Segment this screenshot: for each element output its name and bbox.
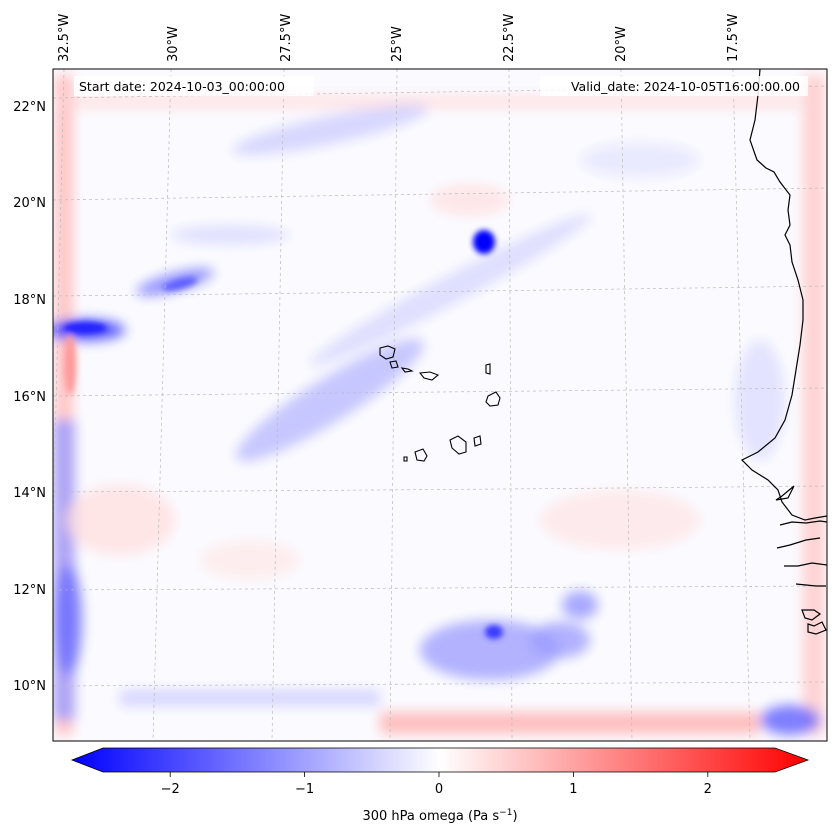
map-panel: [53, 69, 827, 741]
lat-label-20n: 20°N: [13, 196, 46, 211]
lat-label-12n: 12°N: [13, 583, 46, 598]
omega-field: [53, 75, 825, 735]
start-date-label: Start date: 2024-10-03_00:00:00: [79, 79, 285, 94]
lat-label-10n: 10°N: [13, 679, 46, 694]
lon-label-27-5w: 27.5°W: [279, 14, 294, 62]
lon-label-25w: 25°W: [390, 26, 405, 62]
colorbar-tick-label: 0: [435, 782, 443, 797]
colorbar: −2 −1 0 1 2 300 hPa omega (Pa s−1): [70, 747, 810, 824]
cape-verde-islands: [379, 345, 501, 462]
graticule: [53, 69, 827, 741]
colorbar-label: 300 hPa omega (Pa s−1): [362, 808, 517, 824]
lon-label-30w: 30°W: [166, 26, 181, 62]
colorbar-tick-label: 2: [704, 782, 712, 797]
lon-label-32-5w: 32.5°W: [57, 14, 72, 62]
lon-label-17-5w: 17.5°W: [726, 14, 741, 62]
colorbar-ticks: −2 −1 0 1 2: [161, 772, 712, 797]
colorbar-tick-label: −2: [161, 782, 180, 797]
longitude-labels: 32.5°W 30°W 27.5°W 25°W 22.5°W 20°W 17.5…: [57, 14, 741, 62]
lat-label-16n: 16°N: [13, 390, 46, 405]
lon-label-20w: 20°W: [614, 26, 629, 62]
lat-label-14n: 14°N: [13, 486, 46, 501]
map-frame: [52, 68, 828, 742]
valid-date-label: Valid_date: 2024-10-05T16:00:00.00: [571, 79, 800, 94]
lat-label-18n: 18°N: [13, 293, 46, 308]
omega-core-features: [63, 230, 503, 639]
lat-label-22n: 22°N: [13, 100, 46, 115]
colorbar-tick-label: 1: [569, 782, 577, 797]
latitude-labels: 22°N 20°N 18°N 16°N 14°N 12°N 10°N: [13, 100, 46, 694]
coastline: [740, 69, 827, 635]
colorbar-tick-label: −1: [295, 782, 314, 797]
lon-label-22-5w: 22.5°W: [502, 14, 517, 62]
colorbar-bar: [70, 747, 810, 773]
